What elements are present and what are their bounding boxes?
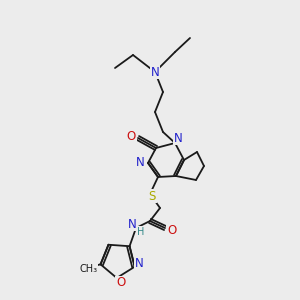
Text: N: N <box>128 218 136 230</box>
Text: O: O <box>116 277 125 290</box>
Text: N: N <box>151 65 159 79</box>
Text: O: O <box>126 130 136 142</box>
Text: N: N <box>174 131 182 145</box>
Text: N: N <box>135 257 144 270</box>
Text: CH₃: CH₃ <box>79 265 97 275</box>
Text: O: O <box>167 224 177 236</box>
Text: N: N <box>136 157 144 169</box>
Text: H: H <box>137 227 145 237</box>
Text: S: S <box>148 190 156 202</box>
